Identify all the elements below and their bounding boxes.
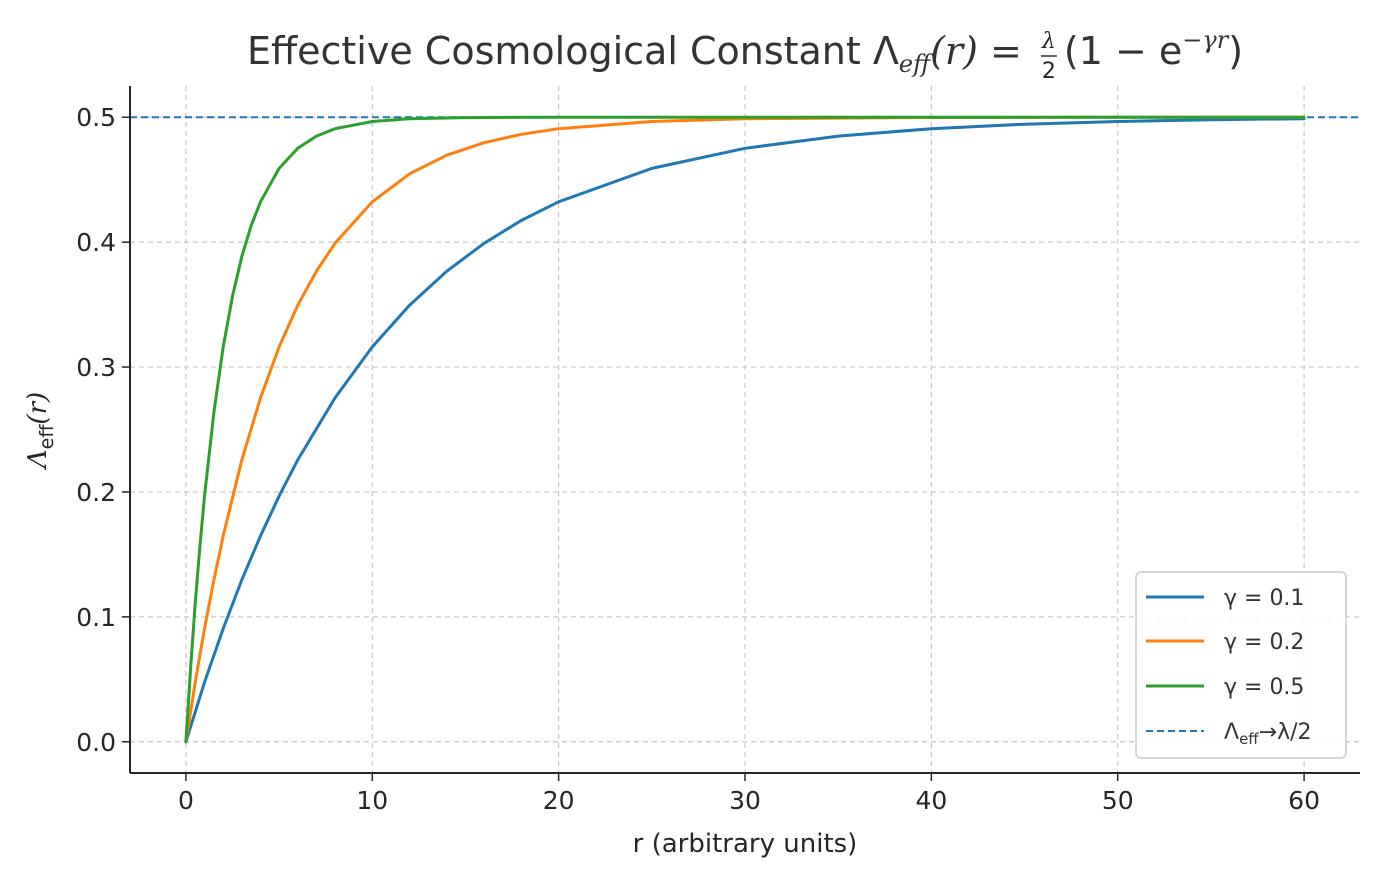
y-tick-label: 0.3 (76, 353, 116, 382)
y-tick-label: 0.4 (76, 228, 116, 257)
legend-label-1: γ = 0.1 (1224, 586, 1304, 611)
x-tick-label: 10 (356, 786, 388, 815)
x-tick-label: 40 (915, 786, 947, 815)
legend-label-asymptote: Λeff→λ/2 (1224, 720, 1312, 748)
chart-title: Effective Cosmological Constant Λeff(r) … (247, 26, 1243, 84)
y-tick-label: 0.1 (76, 603, 116, 632)
x-axis-label: r (arbitrary units) (633, 829, 858, 859)
x-tick-label: 60 (1288, 786, 1320, 815)
chart-title-text: Effective Cosmological Constant Λeff(r) … (247, 26, 1243, 78)
series-layer (184, 115, 1306, 744)
x-tick-label: 20 (543, 786, 575, 815)
grid (130, 86, 1360, 773)
x-axis-ticks: 0 10 20 30 40 50 60 (178, 773, 1320, 815)
legend-frame (1135, 571, 1347, 759)
legend-label-2: γ = 0.2 (1224, 630, 1304, 655)
y-tick-label: 0.2 (76, 478, 116, 507)
y-axis-ticks: 0.0 0.1 0.2 0.3 0.4 0.5 (76, 103, 130, 757)
y-axis-label: Λeff(r) (23, 392, 58, 470)
y-tick-label: 0.0 (76, 728, 116, 757)
chart-title-fraction-numerator: λ (1041, 29, 1056, 54)
x-tick-label: 0 (178, 786, 194, 815)
series-line-1 (184, 117, 1306, 744)
y-tick-label: 0.5 (76, 103, 116, 132)
series-line-3 (184, 115, 1306, 744)
chart-title-fraction-denominator: 2 (1042, 59, 1056, 84)
x-tick-label: 50 (1102, 786, 1134, 815)
series-line-2 (184, 115, 1306, 744)
legend-label-3: γ = 0.5 (1224, 675, 1304, 700)
x-tick-label: 30 (729, 786, 761, 815)
legend: γ = 0.1 γ = 0.2 γ = 0.5 Λeff→λ/2 (1135, 571, 1347, 759)
